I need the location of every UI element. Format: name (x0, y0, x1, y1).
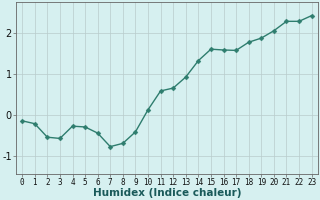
X-axis label: Humidex (Indice chaleur): Humidex (Indice chaleur) (93, 188, 241, 198)
